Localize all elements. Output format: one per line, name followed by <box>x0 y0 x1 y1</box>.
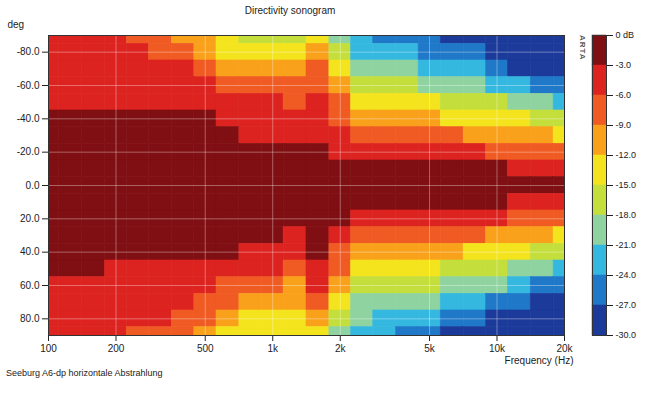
svg-text:-18.0: -18.0 <box>616 210 637 220</box>
svg-text:-60.0: -60.0 <box>17 80 40 91</box>
html-text:ARTA: ARTA <box>578 35 587 61</box>
svg-text:100: 100 <box>40 343 57 354</box>
svg-text:-9.0: -9.0 <box>616 120 632 130</box>
svg-text:-40.0: -40.0 <box>17 113 40 124</box>
svg-text:80.0: 80.0 <box>20 313 40 324</box>
svg-text:-24.0: -24.0 <box>616 270 637 280</box>
svg-text:2k: 2k <box>335 343 347 354</box>
svg-text:-3.0: -3.0 <box>616 60 632 70</box>
svg-text:-6.0: -6.0 <box>616 90 632 100</box>
svg-text:-12.0: -12.0 <box>616 150 637 160</box>
svg-text:deg: deg <box>8 19 25 30</box>
svg-text:0.0: 0.0 <box>26 180 40 191</box>
svg-text:500: 500 <box>197 343 214 354</box>
svg-text:20.0: 20.0 <box>20 213 40 224</box>
svg-text:10k: 10k <box>489 343 506 354</box>
svg-text:200: 200 <box>108 343 125 354</box>
html-text:Seeburg A6-dp horizontale Abst: Seeburg A6-dp horizontale Abstrahlung <box>6 368 163 378</box>
svg-text:-15.0: -15.0 <box>616 180 637 190</box>
svg-text:5k: 5k <box>424 343 436 354</box>
svg-text:-27.0: -27.0 <box>616 300 637 310</box>
svg-text:20k: 20k <box>556 343 573 354</box>
html-text:Directivity sonogram: Directivity sonogram <box>244 5 336 16</box>
svg-text:Frequency (Hz): Frequency (Hz) <box>505 355 574 366</box>
svg-text:40.0: 40.0 <box>20 246 40 257</box>
svg-text:-20.0: -20.0 <box>17 146 40 157</box>
svg-text:1k: 1k <box>267 343 279 354</box>
svg-text:60.0: 60.0 <box>20 280 40 291</box>
svg-text:-30.0: -30.0 <box>616 330 637 340</box>
svg-text:-80.0: -80.0 <box>17 46 40 57</box>
svg-text:0 dB: 0 dB <box>616 30 635 40</box>
svg-text:-21.0: -21.0 <box>616 240 637 250</box>
